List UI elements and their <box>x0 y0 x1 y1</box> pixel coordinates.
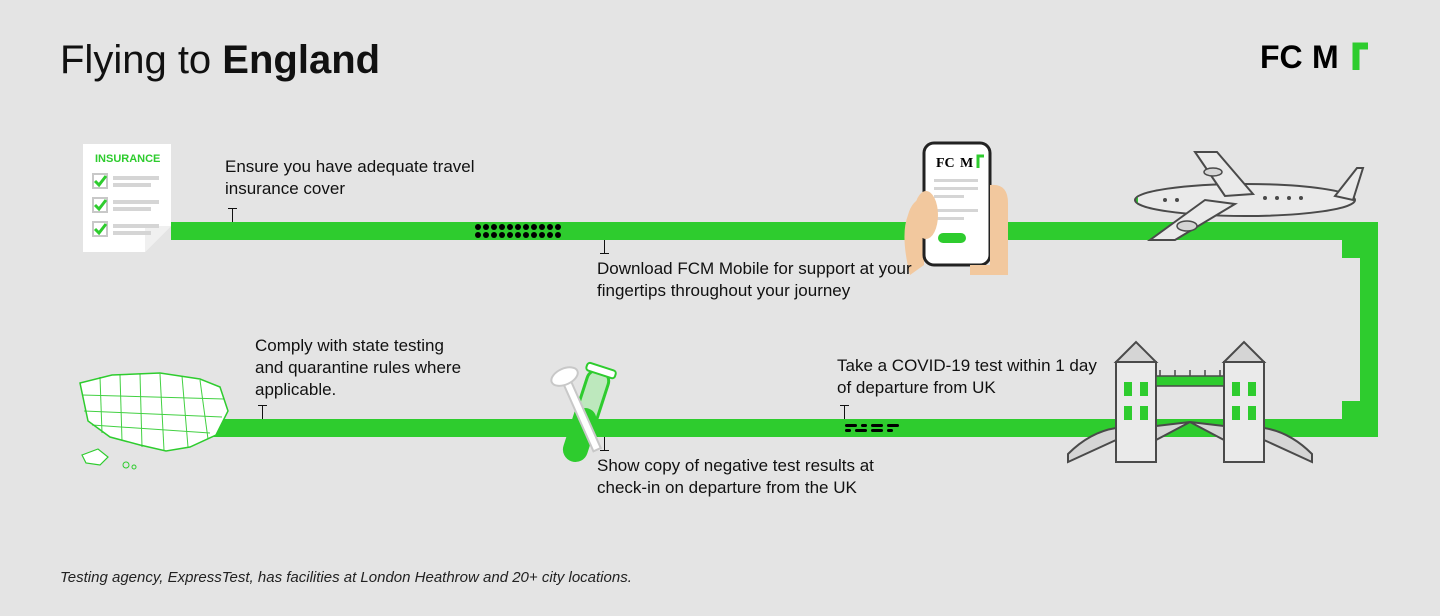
page-title: Flying to England <box>60 38 380 83</box>
callout-tick <box>604 437 605 451</box>
path-marker-dots <box>475 222 565 240</box>
insurance-doc-icon: INSURANCE <box>75 140 185 265</box>
callout-show-results: Show copy of negative test results at ch… <box>597 455 917 499</box>
svg-text:FC: FC <box>936 156 955 171</box>
callout-comply: Comply with state testing and quarantine… <box>255 335 475 401</box>
phone-hand-icon: FC M <box>880 125 1030 280</box>
callout-tick <box>844 405 845 419</box>
title-bold: England <box>222 38 380 82</box>
insurance-label: INSURANCE <box>95 153 160 165</box>
callout-insurance: Ensure you have adequate travel insuranc… <box>225 156 545 200</box>
callout-covid-test: Take a COVID-19 test within 1 day of dep… <box>837 355 1107 399</box>
footnote: Testing agency, ExpressTest, has facilit… <box>60 569 632 586</box>
callout-download: Download FCM Mobile for support at your … <box>597 258 937 302</box>
callout-tick <box>262 405 263 419</box>
callout-tick <box>604 240 605 254</box>
svg-text:M: M <box>1312 40 1339 75</box>
callout-tick <box>232 208 233 222</box>
svg-text:FC: FC <box>1260 40 1303 75</box>
svg-text:M: M <box>960 156 973 171</box>
path-marker-dashes <box>845 419 905 437</box>
airplane-icon <box>1105 140 1365 265</box>
us-map-icon <box>70 365 240 480</box>
brand-logo: FC M <box>1260 40 1380 81</box>
title-prefix: Flying to <box>60 38 222 82</box>
